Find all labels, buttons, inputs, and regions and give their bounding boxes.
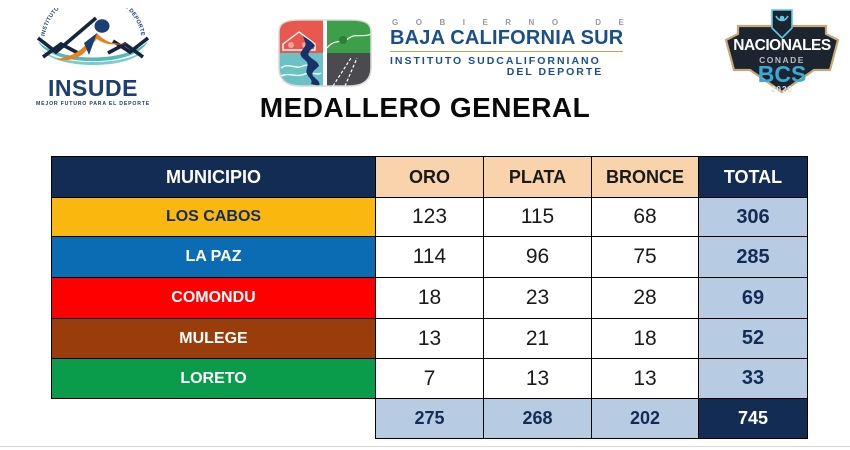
svg-text:BCS: BCS [758, 61, 807, 87]
svg-text:NACIONALES: NACIONALES [733, 37, 831, 54]
